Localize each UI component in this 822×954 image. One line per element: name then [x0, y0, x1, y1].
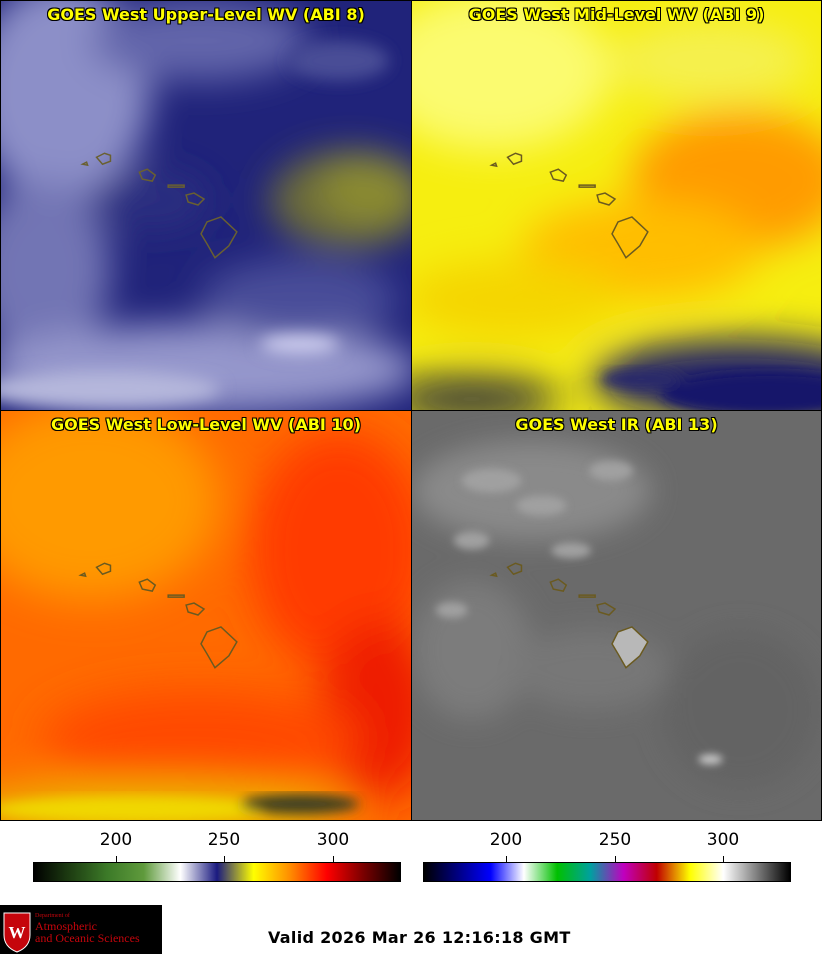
- wv-tick-label: 300: [316, 830, 350, 850]
- logo-line1: Department of: [35, 913, 70, 919]
- valid-time-text: Valid 2026 Mar 26 12:16:18 GMT: [268, 928, 571, 947]
- logo-line3: and Oceanic Sciences: [35, 931, 140, 945]
- mid-level-wv-image: [412, 1, 821, 410]
- ir-tick: [506, 856, 507, 862]
- wv-colorbar: [33, 862, 401, 882]
- hawaii-outline: [78, 562, 238, 669]
- panel-title: GOES West Upper-Level WV (ABI 8): [47, 5, 365, 24]
- panel-title: GOES West Mid-Level WV (ABI 9): [468, 5, 765, 24]
- wv-tick: [333, 856, 334, 862]
- ir-tick: [723, 856, 724, 862]
- aos-logo: W Department of Atmospheric and Oceanic …: [0, 905, 162, 954]
- ir-tick: [615, 856, 616, 862]
- ir-tick-label: 200: [489, 830, 523, 850]
- hawaii-outline: [489, 152, 649, 259]
- wv-tick: [116, 856, 117, 862]
- svg-text:W: W: [9, 923, 26, 942]
- ir-colorbar: [423, 862, 791, 882]
- hawaii-outline: [80, 152, 238, 259]
- ir-panel: GOES West IR (ABI 13): [411, 410, 822, 821]
- low-level-wv-image: [1, 411, 411, 820]
- upper-level-wv-panel: GOES West Upper-Level WV (ABI 8): [0, 0, 412, 411]
- logo-line2: Atmospheric: [35, 919, 97, 933]
- low-level-wv-panel: GOES West Low-Level WV (ABI 10): [0, 410, 412, 821]
- wv-tick-label: 200: [99, 830, 133, 850]
- wv-tick-label: 250: [207, 830, 241, 850]
- ir-image: [412, 411, 821, 820]
- wv-tick: [224, 856, 225, 862]
- uw-crest-icon: W: [3, 912, 31, 953]
- upper-level-wv-image: [1, 1, 411, 410]
- ir-tick-label: 250: [598, 830, 632, 850]
- mid-level-wv-panel: GOES West Mid-Level WV (ABI 9): [411, 0, 822, 411]
- hawaii-outline: [489, 562, 649, 669]
- ir-tick-label: 300: [706, 830, 740, 850]
- panel-title: GOES West IR (ABI 13): [515, 415, 718, 434]
- panel-title: GOES West Low-Level WV (ABI 10): [50, 415, 361, 434]
